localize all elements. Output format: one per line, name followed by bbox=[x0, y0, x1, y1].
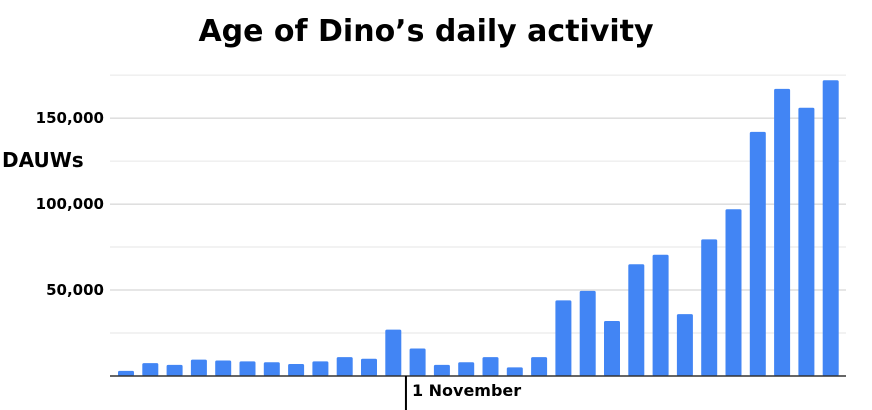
bar bbox=[604, 320, 620, 376]
date-marker-label: 1 November bbox=[412, 381, 521, 400]
bar bbox=[652, 254, 669, 376]
bar bbox=[312, 361, 329, 376]
bar bbox=[215, 360, 232, 376]
bar bbox=[579, 290, 596, 376]
labels: 50,000 100,000 150,000 DAUWs 1 November bbox=[2, 109, 521, 400]
gridlines bbox=[110, 74, 846, 334]
y-tick-label: 50,000 bbox=[46, 281, 104, 299]
bar bbox=[409, 348, 426, 376]
y-tick-label: 150,000 bbox=[36, 109, 104, 127]
bar bbox=[263, 362, 280, 376]
bar bbox=[458, 362, 475, 376]
y-tick-label: 100,000 bbox=[36, 195, 104, 213]
chart-title: Age of Dino’s daily activity bbox=[198, 14, 654, 49]
bar bbox=[628, 264, 645, 376]
bar bbox=[482, 357, 499, 376]
bars bbox=[118, 80, 839, 376]
bar bbox=[506, 367, 523, 376]
bar bbox=[288, 363, 305, 376]
bar bbox=[166, 364, 183, 376]
bar bbox=[798, 107, 815, 376]
bar bbox=[336, 357, 353, 376]
bar bbox=[676, 314, 693, 376]
bar bbox=[531, 357, 548, 376]
bar bbox=[239, 361, 256, 376]
bar bbox=[555, 300, 572, 376]
bar bbox=[749, 131, 766, 376]
bar bbox=[361, 358, 377, 376]
axes bbox=[110, 375, 846, 410]
bar bbox=[822, 80, 839, 376]
bar bbox=[725, 209, 742, 376]
bar bbox=[701, 239, 718, 376]
bar bbox=[190, 359, 207, 376]
bar bbox=[433, 364, 450, 376]
y-axis-label: DAUWs bbox=[2, 148, 84, 172]
bar bbox=[385, 329, 402, 376]
bar bbox=[142, 363, 159, 376]
bar bbox=[118, 370, 134, 376]
bar bbox=[774, 88, 791, 376]
